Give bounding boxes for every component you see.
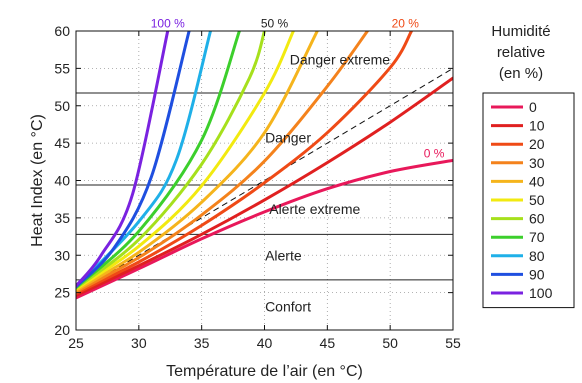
- y-tick-label: 50: [54, 98, 70, 114]
- x-tick-label: 45: [320, 335, 336, 351]
- y-tick-label: 55: [54, 60, 70, 76]
- x-axis-ticks: 25 30 35 40 45 50 55: [68, 31, 461, 351]
- legend-label-100: 100: [529, 285, 553, 301]
- series-line-0: [76, 158, 453, 300]
- legend-label-20: 20: [529, 136, 545, 152]
- legend: 0 10 20 30 40 50 60 70 80 90 100: [482, 92, 575, 309]
- x-tick-label: 50: [382, 335, 398, 351]
- y-axis-label: Heat Index (en °C): [29, 114, 46, 247]
- zone-label: Alerte extreme: [269, 201, 360, 217]
- legend-title-line: (en %): [499, 65, 543, 82]
- curve-labels: 100 % 50 % 20 % 0 %: [151, 17, 445, 161]
- y-tick-label: 60: [54, 23, 70, 39]
- x-tick-label: 30: [131, 335, 147, 351]
- y-tick-label: 25: [54, 285, 70, 301]
- x-tick-label: 55: [445, 335, 461, 351]
- legend-title: Humidité relative (en %): [491, 23, 550, 82]
- legend-label-10: 10: [529, 118, 545, 134]
- reference-line-group: [76, 67, 453, 294]
- x-axis-label: Température de l’air (en °C): [166, 363, 363, 380]
- legend-label-80: 80: [529, 248, 545, 264]
- y-tick-label: 20: [54, 322, 70, 338]
- curve-label: 100 %: [151, 17, 185, 31]
- grid: [76, 31, 453, 330]
- legend-label-40: 40: [529, 173, 545, 189]
- y-tick-label: 35: [54, 210, 70, 226]
- legend-label-30: 30: [529, 155, 545, 171]
- curve-label: 20 %: [392, 17, 420, 31]
- x-tick-label: 40: [257, 335, 273, 351]
- zone-label: Alerte: [265, 247, 302, 263]
- y-tick-label: 45: [54, 135, 70, 151]
- y-tick-label: 40: [54, 173, 70, 189]
- series-line-100: [76, 31, 170, 288]
- series-line-60: [76, 31, 266, 290]
- legend-label-70: 70: [529, 229, 545, 245]
- legend-title-line: Humidité: [491, 23, 550, 40]
- curve-label: 0 %: [424, 147, 445, 161]
- curve-label: 50 %: [261, 17, 289, 31]
- reference-line: [76, 67, 453, 294]
- series-line-70: [76, 31, 241, 289]
- zone-label: Danger: [265, 129, 311, 145]
- series-line-40: [76, 31, 319, 292]
- legend-label-0: 0: [529, 99, 537, 115]
- legend-label-60: 60: [529, 211, 545, 227]
- legend-label-50: 50: [529, 192, 545, 208]
- zone-label: Danger extreme: [290, 52, 391, 68]
- legend-label-90: 90: [529, 266, 545, 282]
- series-line-90: [76, 31, 191, 289]
- y-axis-ticks: 20 25 30 35 40 45 50 55 60: [54, 23, 453, 338]
- y-tick-label: 30: [54, 247, 70, 263]
- x-tick-label: 35: [194, 335, 210, 351]
- series-line-30: [76, 31, 369, 294]
- zone-label: Confort: [265, 298, 311, 314]
- zone-labels: Confort Alerte Alerte extreme Danger Danger …: [265, 52, 390, 315]
- series-curves: [76, 31, 453, 300]
- series-line-10: [76, 76, 453, 298]
- x-tick-label: 25: [68, 335, 84, 351]
- series-line-20: [76, 31, 413, 295]
- legend-title-line: relative: [497, 44, 545, 61]
- series-line-50: [76, 31, 295, 291]
